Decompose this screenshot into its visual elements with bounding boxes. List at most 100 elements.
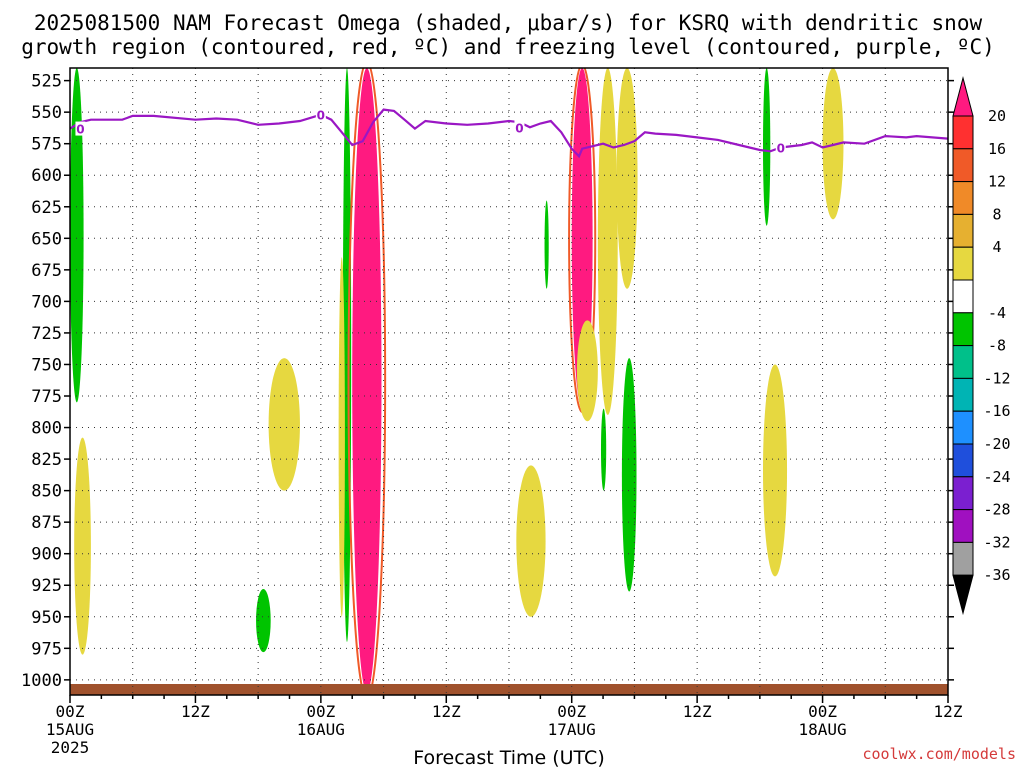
colorbar-swatch xyxy=(952,443,974,478)
omega-region-green xyxy=(600,408,607,491)
x-tick-label: 12Z xyxy=(683,702,712,721)
x-tick-label: 00Z xyxy=(808,702,837,721)
colorbar-label: -4 xyxy=(988,304,1006,322)
omega-region-green xyxy=(70,68,84,403)
colorbar-swatch xyxy=(952,410,974,445)
y-tick-label: 600 xyxy=(31,166,62,186)
colorbar-swatch xyxy=(952,115,974,150)
y-tick-label: 525 xyxy=(31,72,62,92)
colorbar-label: -28 xyxy=(983,501,1010,519)
plot-frame xyxy=(69,67,949,696)
colorbar-swatch xyxy=(952,279,974,314)
colorbar-swatch xyxy=(952,345,974,379)
x-tick-date: 17AUG xyxy=(548,720,596,739)
x-tick-date: 16AUG xyxy=(297,720,345,739)
terrain-ground xyxy=(70,684,948,695)
y-tick-label: 750 xyxy=(31,355,62,375)
omega-region-green xyxy=(621,358,637,592)
freezing-level-label: 0 xyxy=(515,121,523,135)
x-tick-label: 00Z xyxy=(557,702,586,721)
x-tick-date: 18AUG xyxy=(798,720,846,739)
colorbar-swatch xyxy=(952,181,974,215)
y-axis: 525 550 575 600 625 650 675 700 725 750 775 800 825 8… xyxy=(21,72,954,691)
omega-region-yellow xyxy=(268,358,300,491)
y-tick-label: 700 xyxy=(31,292,62,312)
y-tick-label: 825 xyxy=(31,450,62,470)
omega-region-green xyxy=(544,200,549,289)
x-tick-label: 12Z xyxy=(432,702,461,721)
colorbar-arrow-bottom xyxy=(952,574,974,616)
x-tick-label: 12Z xyxy=(934,702,963,721)
x-tick-label: 12Z xyxy=(181,702,210,721)
colorbar-label: 8 xyxy=(992,205,1001,223)
colorbar-swatch xyxy=(952,476,974,511)
colorbar-label: -20 xyxy=(983,435,1010,453)
omega-region-yellow xyxy=(516,465,546,617)
colorbar-label: 16 xyxy=(988,140,1006,158)
omega-region-yellow xyxy=(74,437,91,655)
colorbar-swatch xyxy=(952,148,974,183)
omega-region-yellow xyxy=(616,68,638,289)
y-tick-label: 625 xyxy=(31,198,62,218)
y-tick-label: 575 xyxy=(31,135,62,155)
y-tick-label: 875 xyxy=(31,513,62,533)
omega-region-yellow xyxy=(338,257,345,617)
colorbar-swatch xyxy=(952,312,974,347)
plot-grid xyxy=(69,68,949,695)
omega-region-yellow xyxy=(576,320,598,422)
omega-region-edge xyxy=(347,68,387,695)
x-axis-title: Forecast Time (UTC) xyxy=(413,747,604,768)
freezing-label-bg xyxy=(315,107,326,122)
omega-region-yellow xyxy=(597,68,618,415)
x-tick-label: 00Z xyxy=(306,702,335,721)
x-tick-label: 00Z xyxy=(56,702,85,721)
y-tick-label: 900 xyxy=(31,545,62,565)
omega-region-yellow xyxy=(762,364,788,577)
freezing-level-label: 0 xyxy=(76,123,84,137)
freezing-level-contour: 0 0 0 0 xyxy=(70,107,948,159)
y-tick-label: 550 xyxy=(31,103,62,123)
colorbar-label: -12 xyxy=(983,369,1010,387)
omega-region-green xyxy=(256,589,271,653)
freezing-level-label: 0 xyxy=(777,141,785,155)
colorbar-label: 4 xyxy=(992,238,1001,256)
y-tick-label: 975 xyxy=(31,639,62,659)
chart-title-line2: growth region (contoured, red, ºC) and f… xyxy=(21,35,995,59)
omega-region-green xyxy=(762,68,771,226)
y-tick-label: 675 xyxy=(31,261,62,281)
colorbar-label: 20 xyxy=(988,107,1006,125)
chart-title-line1: 2025081500 NAM Forecast Omega (shaded, μ… xyxy=(34,11,983,35)
colorbar-swatch xyxy=(952,377,974,412)
y-tick-label: 775 xyxy=(31,387,62,407)
x-tick-year: 2025 xyxy=(51,738,90,757)
colorbar-label: -24 xyxy=(983,468,1010,486)
colorbar-swatch xyxy=(952,213,974,248)
colorbar-label: -36 xyxy=(983,566,1010,584)
omega-shading xyxy=(70,68,844,695)
colorbar-swatch xyxy=(952,246,974,281)
freezing-label-bg xyxy=(514,120,525,135)
colorbar-label: 12 xyxy=(988,173,1006,191)
y-tick-label: 950 xyxy=(31,608,62,628)
colorbar-arrow-top xyxy=(952,76,974,117)
colorbar-swatch xyxy=(952,541,974,576)
y-tick-label: 925 xyxy=(31,576,62,596)
y-tick-label: 850 xyxy=(31,482,62,502)
x-tick-date: 15AUG xyxy=(46,720,94,739)
freezing-label-bg xyxy=(75,121,86,136)
color-bar: 20 16 12 8 4 -4 -8 -12 -16 -20 -24 -28 -32 -36 xyxy=(952,76,1011,616)
y-tick-label: 800 xyxy=(31,419,62,439)
freezing-level-label: 0 xyxy=(317,109,325,123)
colorbar-label: -32 xyxy=(983,533,1010,551)
y-tick-label: 725 xyxy=(31,324,62,344)
colorbar-label: -16 xyxy=(983,402,1010,420)
y-tick-label: 650 xyxy=(31,229,62,249)
colorbar-swatch xyxy=(952,509,974,543)
credit-text: coolwx.com/models xyxy=(862,745,1016,763)
omega-region-max xyxy=(352,68,382,693)
colorbar-label: -8 xyxy=(988,337,1006,355)
freezing-level-line xyxy=(70,108,948,159)
omega-region-yellow xyxy=(822,68,844,220)
